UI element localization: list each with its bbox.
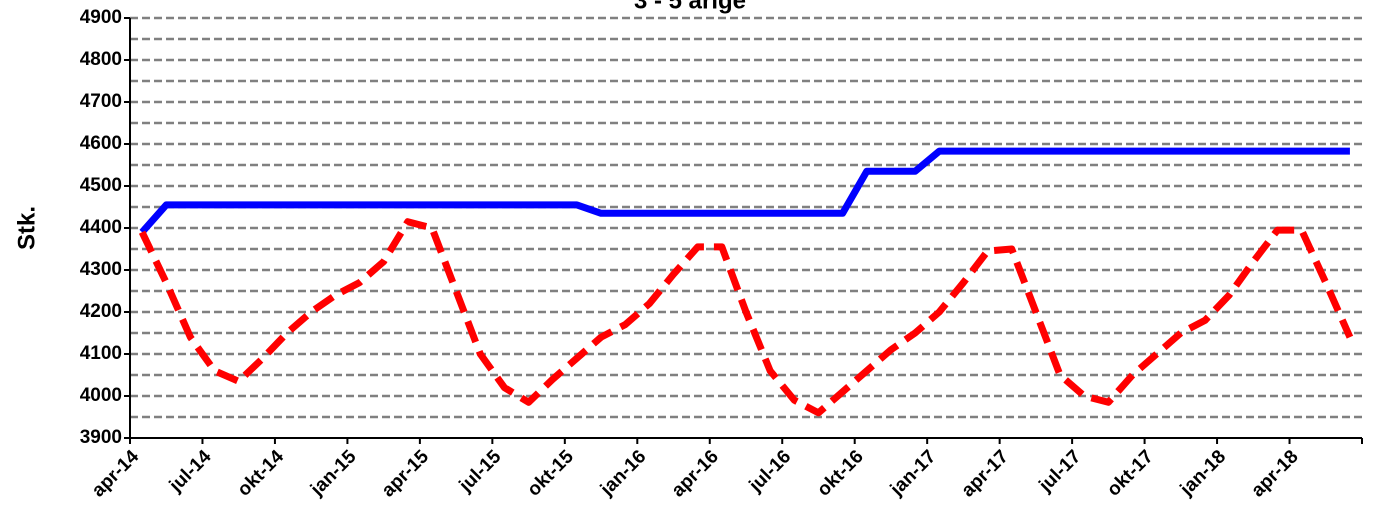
- x-tick-label: apr-17: [958, 446, 1013, 501]
- y-tick-label: 4200: [80, 301, 122, 322]
- x-tick-label: jan-16: [596, 446, 650, 500]
- y-tick-label: 4700: [80, 91, 122, 112]
- line-series: [138, 218, 1354, 417]
- x-tick-label: jan-17: [886, 446, 940, 500]
- x-tick-label: jul-17: [1035, 446, 1086, 497]
- y-axis-label: Stk.: [13, 206, 40, 250]
- y-tick-label: 4000: [80, 385, 122, 406]
- x-tick-label: apr-18: [1247, 446, 1302, 501]
- x-tick-label: okt-16: [813, 446, 867, 500]
- x-tick-label: jan-15: [306, 446, 361, 501]
- x-tick-label: jul-14: [165, 446, 216, 497]
- y-tick-label: 4100: [80, 343, 122, 364]
- y-tick-label: 4300: [80, 259, 122, 280]
- x-tick-label: jan-18: [1176, 446, 1230, 500]
- x-tick-label: apr-15: [378, 446, 433, 501]
- x-tick-label: apr-16: [668, 446, 723, 501]
- y-tick-label: 4800: [80, 49, 122, 70]
- y-tick-label: 4600: [80, 133, 122, 154]
- x-tick-label: jul-16: [745, 446, 796, 497]
- x-tick-label: jul-15: [455, 446, 506, 497]
- y-tick-label: 4900: [80, 7, 122, 28]
- x-tick-label: okt-14: [234, 446, 289, 501]
- x-tick-label: apr-14: [88, 446, 143, 501]
- x-tick-label: okt-17: [1103, 446, 1157, 500]
- y-tick-label: 4400: [80, 217, 122, 238]
- line-series: [139, 147, 1350, 235]
- y-tick-label: 4500: [80, 175, 122, 196]
- chart-title: 3 - 5 årige: [634, 0, 746, 14]
- y-tick-label: 3900: [80, 427, 122, 448]
- x-tick-label: okt-15: [523, 446, 578, 501]
